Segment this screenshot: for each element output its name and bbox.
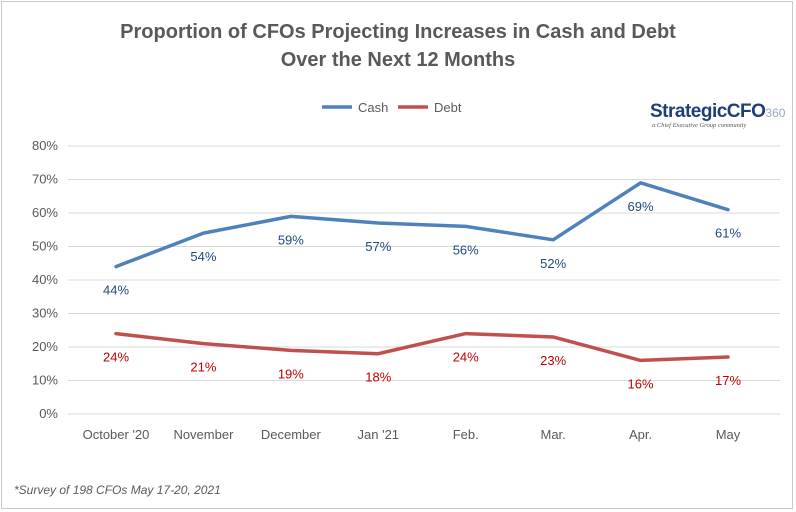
strategiccfo-logo: StrategicCFO360 a Chief Executive Group …: [650, 101, 785, 129]
y-tick-label: 40%: [32, 272, 58, 287]
y-tick-label: 70%: [32, 172, 58, 187]
series-lines: [114, 181, 730, 363]
chart-title-line-2: Over the Next 12 Months: [280, 49, 516, 71]
legend-label-cash: Cash: [358, 100, 388, 115]
y-tick-label: 30%: [32, 306, 58, 321]
x-tick-label: May: [716, 427, 741, 442]
data-label-cash: 56%: [453, 242, 479, 257]
x-tick-label: Jan '21: [358, 427, 400, 442]
data-label-debt: 16%: [628, 376, 654, 391]
y-tick-label: 20%: [32, 339, 58, 354]
series-line-debt: [114, 331, 730, 363]
x-tick-label: November: [173, 427, 234, 442]
series-line-cash: [114, 181, 730, 269]
data-label-cash: 44%: [103, 283, 129, 298]
chart-title-line-1: Proportion of CFOs Projecting Increases …: [120, 21, 676, 43]
data-label-debt: 24%: [453, 350, 479, 365]
footnote: *Survey of 198 CFOs May 17-20, 2021: [14, 483, 221, 497]
y-tick-label: 60%: [32, 205, 58, 220]
y-axis: 0% 10% 20% 30% 40% 50% 60% 70% 80%: [32, 138, 58, 421]
data-label-debt: 17%: [715, 373, 741, 388]
data-label-debt: 23%: [540, 353, 566, 368]
x-tick-label: October '20: [83, 427, 150, 442]
x-tick-label: December: [261, 427, 322, 442]
data-label-cash: 52%: [540, 256, 566, 271]
logo-tagline: a Chief Executive Group community: [652, 122, 747, 129]
data-label-cash: 59%: [278, 232, 304, 247]
x-tick-label: Mar.: [540, 427, 565, 442]
data-label-debt: 21%: [190, 360, 216, 375]
gridlines: [68, 145, 780, 415]
data-label-cash: 54%: [190, 249, 216, 264]
y-tick-label: 50%: [32, 239, 58, 254]
data-label-cash: 69%: [628, 199, 654, 214]
x-axis: October '20 November December Jan '21 Feb. Ma…: [83, 427, 741, 442]
data-label-debt: 24%: [103, 350, 129, 365]
logo-wordmark: StrategicCFO360: [650, 101, 785, 123]
data-label-cash: 61%: [715, 226, 741, 241]
logo-suffix: 360: [765, 106, 786, 120]
data-label-debt: 19%: [278, 366, 304, 381]
y-tick-label: 10%: [32, 373, 58, 388]
data-label-cash: 57%: [365, 239, 391, 254]
x-tick-label: Feb.: [453, 427, 479, 442]
legend: Cash Debt: [322, 100, 462, 115]
x-tick-label: Apr.: [629, 427, 652, 442]
chart-title: Proportion of CFOs Projecting Increases …: [0, 18, 796, 74]
legend-label-debt: Debt: [434, 100, 462, 115]
logo-name: StrategicCFO: [650, 101, 766, 122]
y-tick-label: 0%: [39, 406, 58, 421]
data-label-debt: 18%: [365, 370, 391, 385]
y-tick-label: 80%: [32, 138, 58, 153]
data-labels: 44% 54% 59% 57% 56% 52% 69% 61% 24% 21% 19% 18% 24% 2…: [103, 199, 741, 392]
